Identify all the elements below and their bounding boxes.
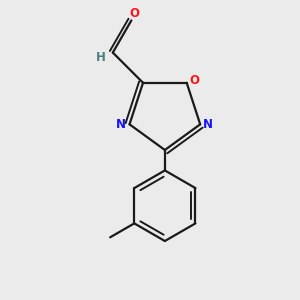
Text: N: N (116, 118, 126, 131)
Text: O: O (190, 74, 200, 87)
Text: O: O (129, 7, 140, 20)
Text: H: H (96, 50, 106, 64)
Text: N: N (203, 118, 213, 131)
